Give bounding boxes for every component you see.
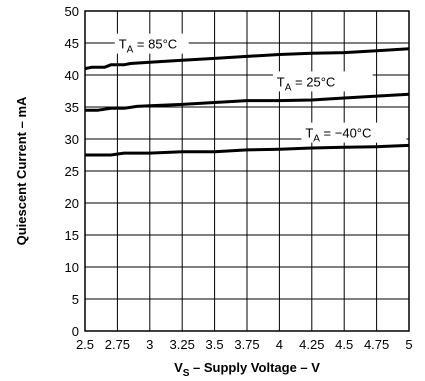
series-label: TA = 85°C — [119, 37, 178, 56]
x-tick-label: 3.75 — [234, 337, 259, 352]
y-tick-label: 10 — [65, 260, 79, 275]
y-axis-title: Quiescent Current – mA — [14, 96, 29, 245]
x-tick-label: 4.25 — [299, 337, 324, 352]
y-tick-label: 50 — [65, 4, 79, 19]
y-tick-label: 15 — [65, 228, 79, 243]
x-tick-label: 5 — [405, 337, 412, 352]
x-tick-label: 3.5 — [206, 337, 224, 352]
y-tick-label: 40 — [65, 68, 79, 83]
series-label-background — [272, 71, 373, 92]
x-tick-label: 2.5 — [76, 337, 94, 352]
y-tick-label: 0 — [72, 324, 79, 339]
series-label-background — [301, 122, 407, 143]
series-label: TA = −40°C — [305, 126, 371, 145]
x-tick-label: 3.25 — [170, 337, 195, 352]
x-tick-label: 2.75 — [105, 337, 130, 352]
annotations: TA = 85°C TA = 25°C TA = −40°C — [114, 33, 407, 145]
series-line-2 — [85, 143, 410, 157]
series-label-background — [114, 33, 189, 54]
y-tick-label: 20 — [65, 196, 79, 211]
series-group — [84, 47, 410, 157]
series-line-1 — [85, 92, 410, 112]
y-tick-label: 45 — [65, 36, 79, 51]
y-tick-label: 35 — [65, 100, 79, 115]
axis-titles: VS – Supply Voltage – V Quiescent Current… — [14, 96, 320, 379]
series-label: TA = 25°C — [277, 74, 336, 93]
tick-labels: 2.5 2.75 3 3.25 3.5 3.75 4 4.25 4.5 4.75 505101520… — [65, 4, 413, 352]
x-axis-title: VS – Supply Voltage – V — [174, 360, 320, 379]
x-tick-label: 4 — [276, 337, 283, 352]
x-tick-label: 4.5 — [335, 337, 353, 352]
x-tick-label: 3 — [146, 337, 153, 352]
y-tick-label: 25 — [65, 164, 79, 179]
y-tick-label: 30 — [65, 132, 79, 147]
series-line-0 — [84, 47, 410, 71]
y-tick-label: 5 — [72, 292, 79, 307]
x-tick-label: 4.75 — [364, 337, 389, 352]
